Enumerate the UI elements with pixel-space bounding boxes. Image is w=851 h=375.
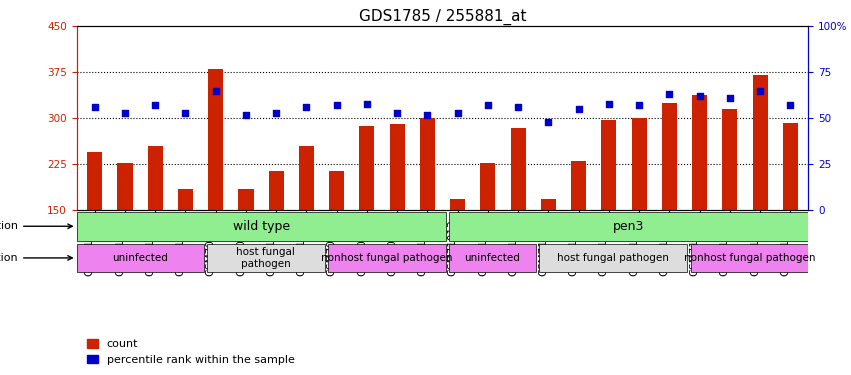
Bar [148,146,163,210]
Legend: count, percentile rank within the sample: count, percentile rank within the sample [83,335,299,369]
Point [663,92,677,98]
FancyBboxPatch shape [690,244,808,272]
Point [511,104,525,110]
Bar [692,95,707,210]
Point [118,110,132,116]
Point [693,93,706,99]
Bar [238,189,254,210]
Text: infection: infection [0,253,72,263]
Text: uninfected: uninfected [112,253,168,263]
FancyBboxPatch shape [448,212,808,240]
Point [481,102,494,108]
Bar [571,161,586,210]
Bar [480,162,495,210]
Point [602,100,615,106]
FancyBboxPatch shape [448,244,536,272]
FancyBboxPatch shape [540,244,688,272]
Bar [450,200,465,210]
Bar [299,146,314,210]
Point [391,110,404,116]
FancyBboxPatch shape [328,244,446,272]
Point [541,119,555,125]
Text: uninfected: uninfected [465,253,520,263]
Point [360,100,374,106]
Text: host fungal pathogen: host fungal pathogen [557,253,670,263]
Point [239,112,253,118]
Point [753,88,767,94]
Bar [631,118,647,210]
Point [420,112,434,118]
Point [179,110,192,116]
Bar [87,152,102,210]
Point [572,106,585,112]
Bar [329,171,345,210]
Bar [269,171,283,210]
Point [300,104,313,110]
Title: GDS1785 / 255881_at: GDS1785 / 255881_at [359,9,526,25]
Bar [511,128,526,210]
Text: nonhost fungal pathogen: nonhost fungal pathogen [321,253,453,263]
Point [723,95,737,101]
Bar [662,103,677,210]
Bar [602,120,616,210]
Bar [783,123,798,210]
Bar [420,118,435,210]
Text: genotype/variation: genotype/variation [0,221,72,231]
Bar [359,126,374,210]
Bar [117,162,133,210]
Point [208,88,222,94]
Bar [540,200,556,210]
Bar [722,109,737,210]
Text: pen3: pen3 [613,220,644,233]
FancyBboxPatch shape [207,244,324,272]
FancyBboxPatch shape [77,244,203,272]
Point [784,102,797,108]
Point [270,110,283,116]
Text: wild type: wild type [232,220,289,233]
Bar [178,189,193,210]
Point [451,110,465,116]
Point [330,102,344,108]
Bar [390,124,405,210]
Point [148,102,162,108]
Text: nonhost fungal pathogen: nonhost fungal pathogen [683,253,815,263]
Bar [208,69,223,210]
Point [632,102,646,108]
Bar [752,75,768,210]
FancyBboxPatch shape [77,212,446,240]
Text: host fungal
pathogen: host fungal pathogen [237,247,295,269]
Point [88,104,101,110]
